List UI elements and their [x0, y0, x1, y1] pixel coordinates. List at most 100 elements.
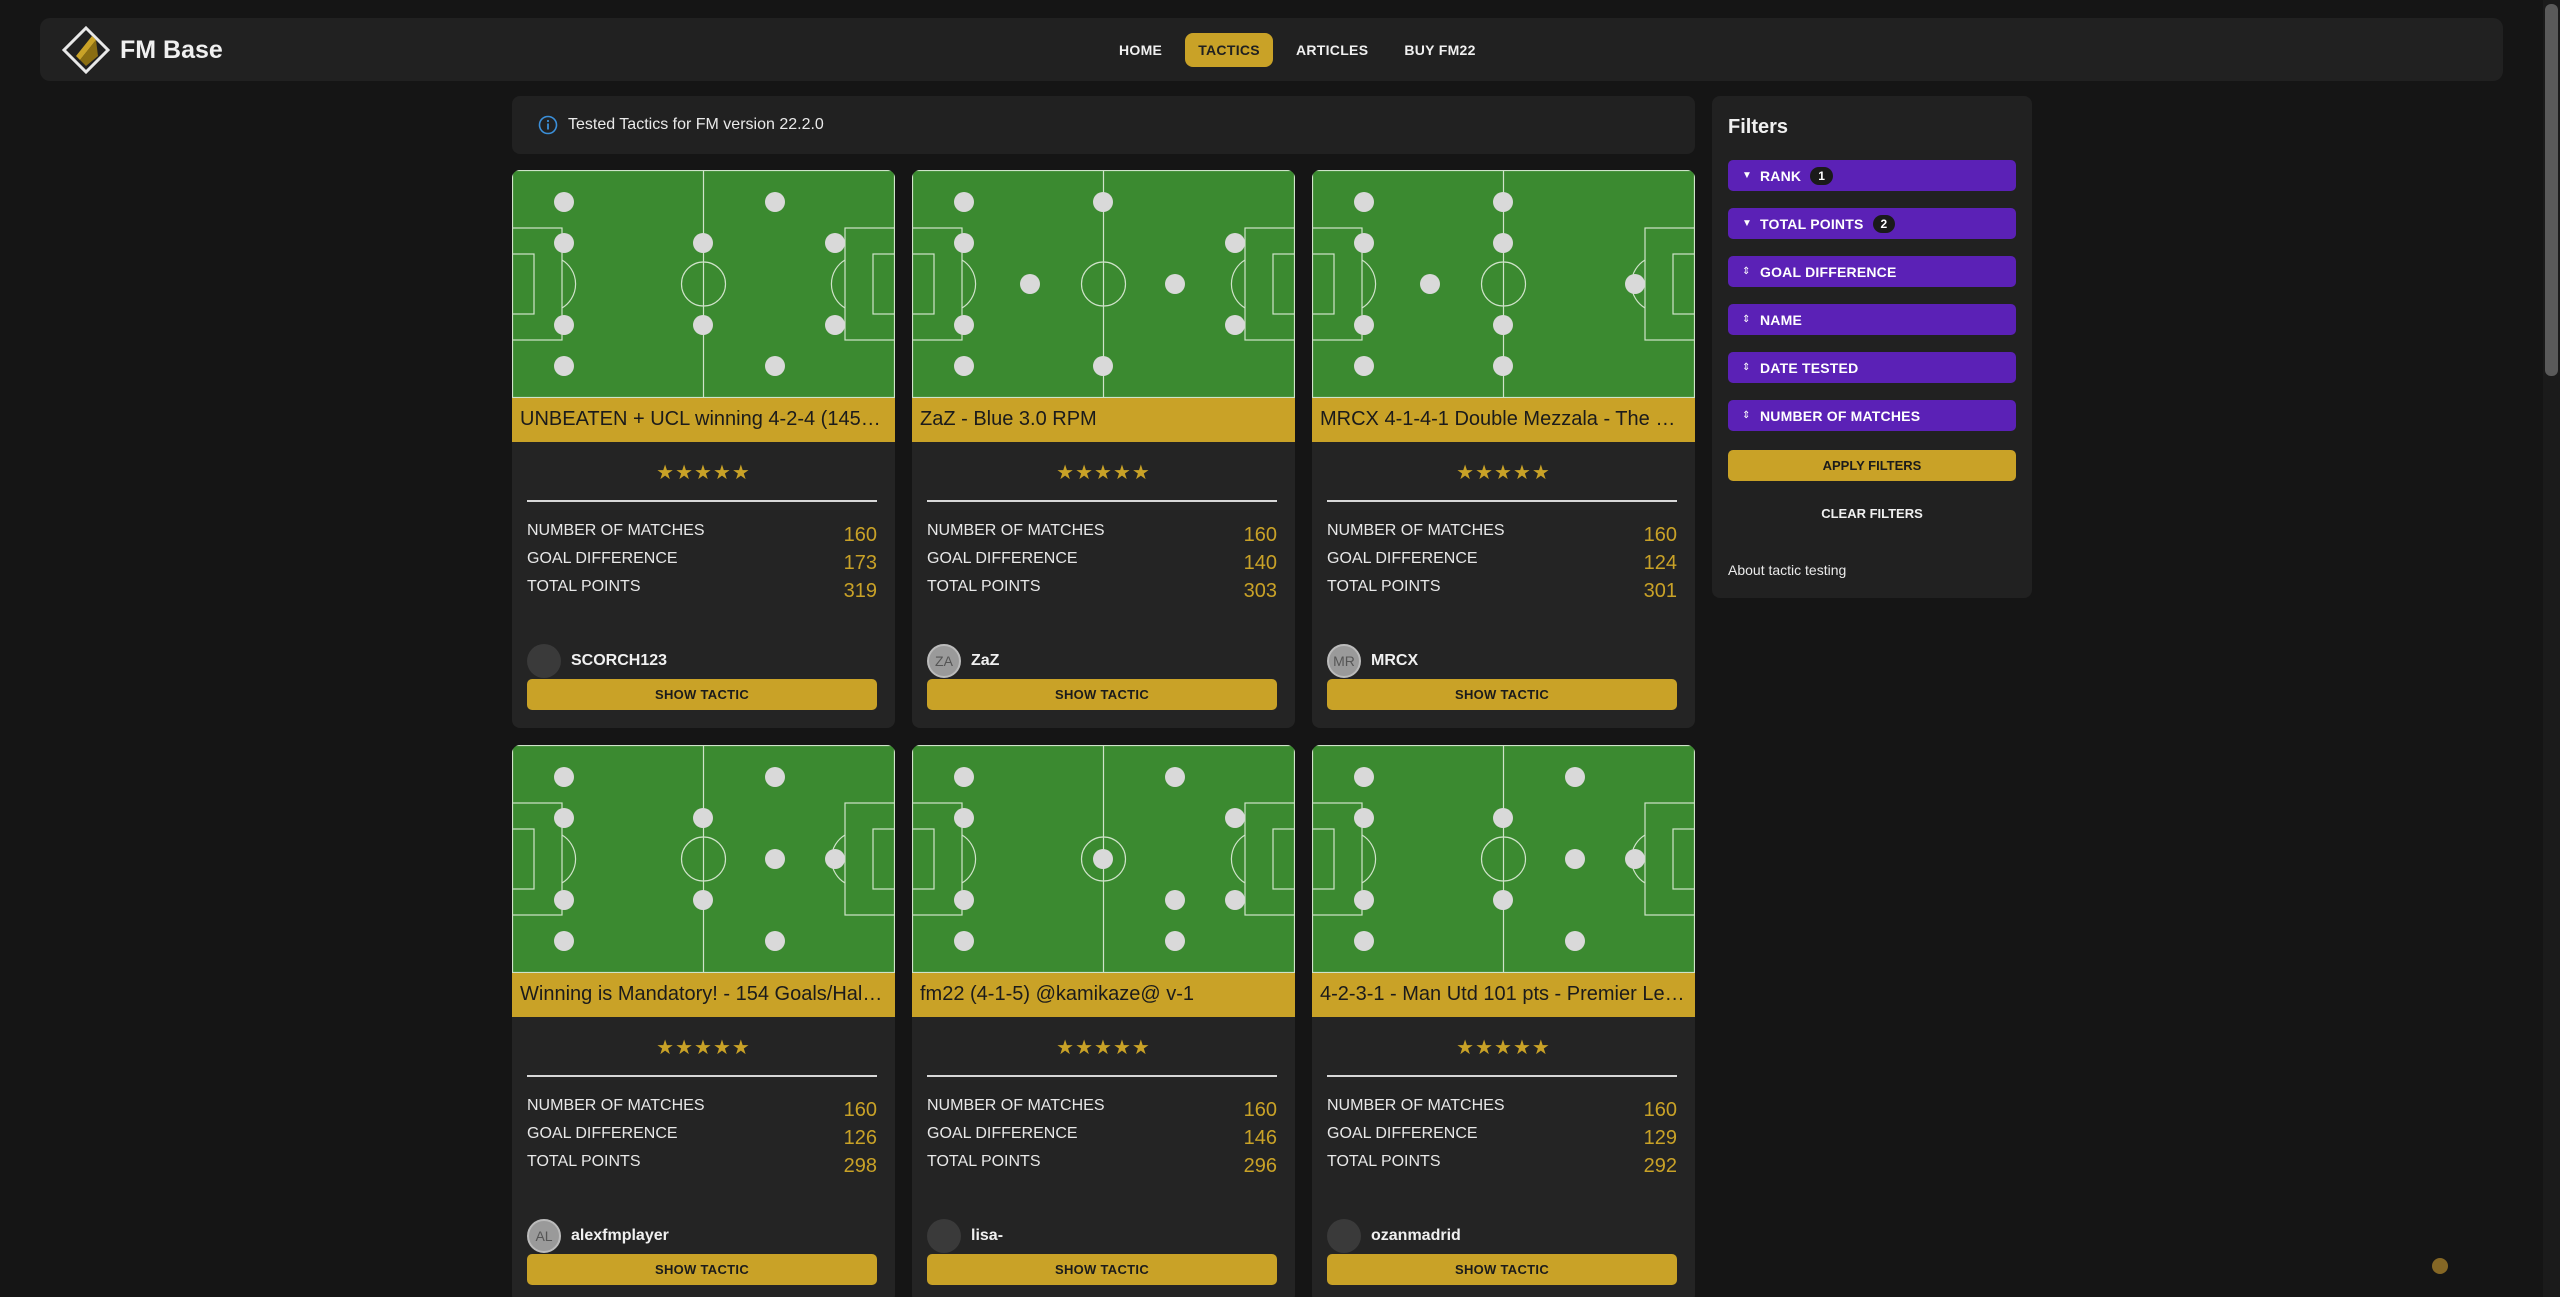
show-tactic-button[interactable]: SHOW TACTIC: [927, 1254, 1277, 1285]
stat-value: 140: [1243, 552, 1277, 574]
tactic-title[interactable]: MRCX 4-1-4-1 Double Mezzala - The …: [1312, 398, 1695, 442]
stat-value: 160: [1643, 1099, 1677, 1121]
nav-home[interactable]: HOME: [1119, 42, 1163, 58]
stat-number-of-matches: NUMBER OF MATCHES 160: [927, 522, 1277, 546]
sort-order-badge: 1: [1810, 166, 1833, 185]
stat-goal-difference: GOAL DIFFERENCE 140: [927, 550, 1277, 574]
about-tactic-testing-link[interactable]: About tactic testing: [1728, 562, 1847, 578]
player-marker: [765, 192, 785, 212]
formation-pitch: [512, 170, 895, 398]
nav-tactics[interactable]: TACTICS: [1185, 33, 1273, 67]
stat-goal-difference: GOAL DIFFERENCE 129: [1327, 1125, 1677, 1149]
tactic-card[interactable]: UNBEATEN + UCL winning 4-2-4 (145… ★★★★★…: [512, 170, 895, 728]
tactic-author[interactable]: ozanmadrid: [1327, 1219, 1461, 1253]
author-name[interactable]: ozanmadrid: [1371, 1227, 1461, 1244]
main-nav: HOME TACTICS ARTICLES BUY FM22: [1106, 33, 1489, 67]
site-logo[interactable]: FM Base: [62, 26, 223, 74]
player-marker: [765, 767, 785, 787]
top-navigation-bar: FM Base HOME TACTICS ARTICLES BUY FM22: [40, 18, 2503, 81]
author-avatar: [527, 644, 561, 678]
player-marker: [1420, 274, 1440, 294]
stat-value: 160: [843, 1099, 877, 1121]
stat-total-points: TOTAL POINTS 296: [927, 1153, 1277, 1177]
tactic-author[interactable]: MR MRCX: [1327, 644, 1418, 678]
stat-value: 160: [1243, 1099, 1277, 1121]
nav-articles[interactable]: ARTICLES: [1295, 42, 1369, 58]
stat-label: TOTAL POINTS: [927, 1153, 1041, 1170]
tactic-card[interactable]: Winning is Mandatory! - 154 Goals/Hal… ★…: [512, 745, 895, 1297]
filters-panel: Filters ▼ RANK 1 ▼ TOTAL POINTS 2 ⇕ GOAL D…: [1712, 96, 2032, 598]
stat-label: GOAL DIFFERENCE: [1327, 550, 1478, 567]
show-tactic-button[interactable]: SHOW TACTIC: [527, 679, 877, 710]
author-name[interactable]: SCORCH123: [571, 652, 668, 669]
player-marker: [1225, 890, 1245, 910]
player-marker: [1165, 931, 1185, 951]
page-scrollbar[interactable]: [2543, 0, 2560, 1297]
player-marker: [1565, 849, 1585, 869]
player-marker: [954, 315, 974, 335]
player-marker: [1354, 233, 1374, 253]
rating-stars: ★★★★★: [1456, 462, 1551, 484]
tactic-author[interactable]: SCORCH123: [527, 644, 667, 678]
stat-label: TOTAL POINTS: [927, 578, 1041, 595]
author-name[interactable]: ZaZ: [971, 652, 1000, 669]
player-marker: [954, 356, 974, 376]
author-name[interactable]: lisa-: [971, 1227, 1004, 1244]
sort-icon: ⇕: [1742, 266, 1751, 277]
stat-value: 146: [1243, 1127, 1277, 1149]
tactic-author[interactable]: lisa-: [927, 1219, 1003, 1253]
stat-value: 124: [1643, 552, 1677, 574]
apply-filters-button[interactable]: APPLY FILTERS: [1728, 450, 2016, 481]
tactic-title[interactable]: ZaZ - Blue 3.0 RPM: [912, 398, 1295, 442]
tactic-card[interactable]: fm22 (4-1-5) @kamikaze@ v-1 ★★★★★ NUMBER…: [912, 745, 1295, 1297]
stat-label: GOAL DIFFERENCE: [927, 550, 1078, 567]
scrollbar-thumb[interactable]: [2545, 4, 2558, 376]
show-tactic-button[interactable]: SHOW TACTIC: [927, 679, 1277, 710]
stat-value: 319: [843, 580, 877, 602]
player-marker: [1354, 767, 1374, 787]
tactic-card[interactable]: 4-2-3-1 - Man Utd 101 pts - Premier Le… …: [1312, 745, 1695, 1297]
player-marker: [554, 233, 574, 253]
filter-number-of-matches[interactable]: ⇕ NUMBER OF MATCHES: [1728, 400, 2016, 431]
author-name[interactable]: alexfmplayer: [571, 1227, 669, 1244]
player-marker: [1093, 192, 1113, 212]
player-marker: [693, 315, 713, 335]
stat-goal-difference: GOAL DIFFERENCE 126: [527, 1125, 877, 1149]
player-marker: [1225, 233, 1245, 253]
filter-label: DATE TESTED: [1760, 359, 1859, 376]
stat-label: TOTAL POINTS: [527, 1153, 641, 1170]
player-marker: [1020, 274, 1040, 294]
author-avatar: ZA: [927, 644, 961, 678]
stat-value: 129: [1643, 1127, 1677, 1149]
show-tactic-button[interactable]: SHOW TACTIC: [527, 1254, 877, 1285]
stat-number-of-matches: NUMBER OF MATCHES 160: [1327, 522, 1677, 546]
filter-label: NAME: [1760, 311, 1803, 328]
tactic-card[interactable]: ZaZ - Blue 3.0 RPM ★★★★★ NUMBER OF MATCH…: [912, 170, 1295, 728]
filter-total-points[interactable]: ▼ TOTAL POINTS 2: [1728, 208, 2016, 239]
player-marker: [1493, 192, 1513, 212]
clear-filters-button[interactable]: CLEAR FILTERS: [1821, 506, 1923, 521]
show-tactic-button[interactable]: SHOW TACTIC: [1327, 1254, 1677, 1285]
player-marker: [954, 233, 974, 253]
tactic-title[interactable]: 4-2-3-1 - Man Utd 101 pts - Premier Le…: [1312, 973, 1695, 1017]
formation-pitch: [1312, 745, 1695, 973]
filter-name[interactable]: ⇕ NAME: [1728, 304, 2016, 335]
stat-number-of-matches: NUMBER OF MATCHES 160: [927, 1097, 1277, 1121]
nav-buy-fm22[interactable]: BUY FM22: [1404, 42, 1476, 58]
stat-value: 298: [843, 1155, 877, 1177]
tactic-card[interactable]: MRCX 4-1-4-1 Double Mezzala - The … ★★★★…: [1312, 170, 1695, 728]
filter-rank[interactable]: ▼ RANK 1: [1728, 160, 2016, 191]
stat-number-of-matches: NUMBER OF MATCHES 160: [1327, 1097, 1677, 1121]
stat-label: TOTAL POINTS: [1327, 1153, 1441, 1170]
author-name[interactable]: MRCX: [1371, 652, 1419, 669]
tactic-title[interactable]: fm22 (4-1-5) @kamikaze@ v-1: [912, 973, 1295, 1017]
tactic-author[interactable]: AL alexfmplayer: [527, 1219, 669, 1253]
tactic-author[interactable]: ZA ZaZ: [927, 644, 999, 678]
filter-date-tested[interactable]: ⇕ DATE TESTED: [1728, 352, 2016, 383]
show-tactic-button[interactable]: SHOW TACTIC: [1327, 679, 1677, 710]
tactic-title[interactable]: Winning is Mandatory! - 154 Goals/Hal…: [512, 973, 895, 1017]
filter-goal-difference[interactable]: ⇕ GOAL DIFFERENCE: [1728, 256, 2016, 287]
tactic-title[interactable]: UNBEATEN + UCL winning 4-2-4 (145…: [512, 398, 895, 442]
stat-value: 292: [1643, 1155, 1677, 1177]
stat-value: 303: [1243, 580, 1277, 602]
